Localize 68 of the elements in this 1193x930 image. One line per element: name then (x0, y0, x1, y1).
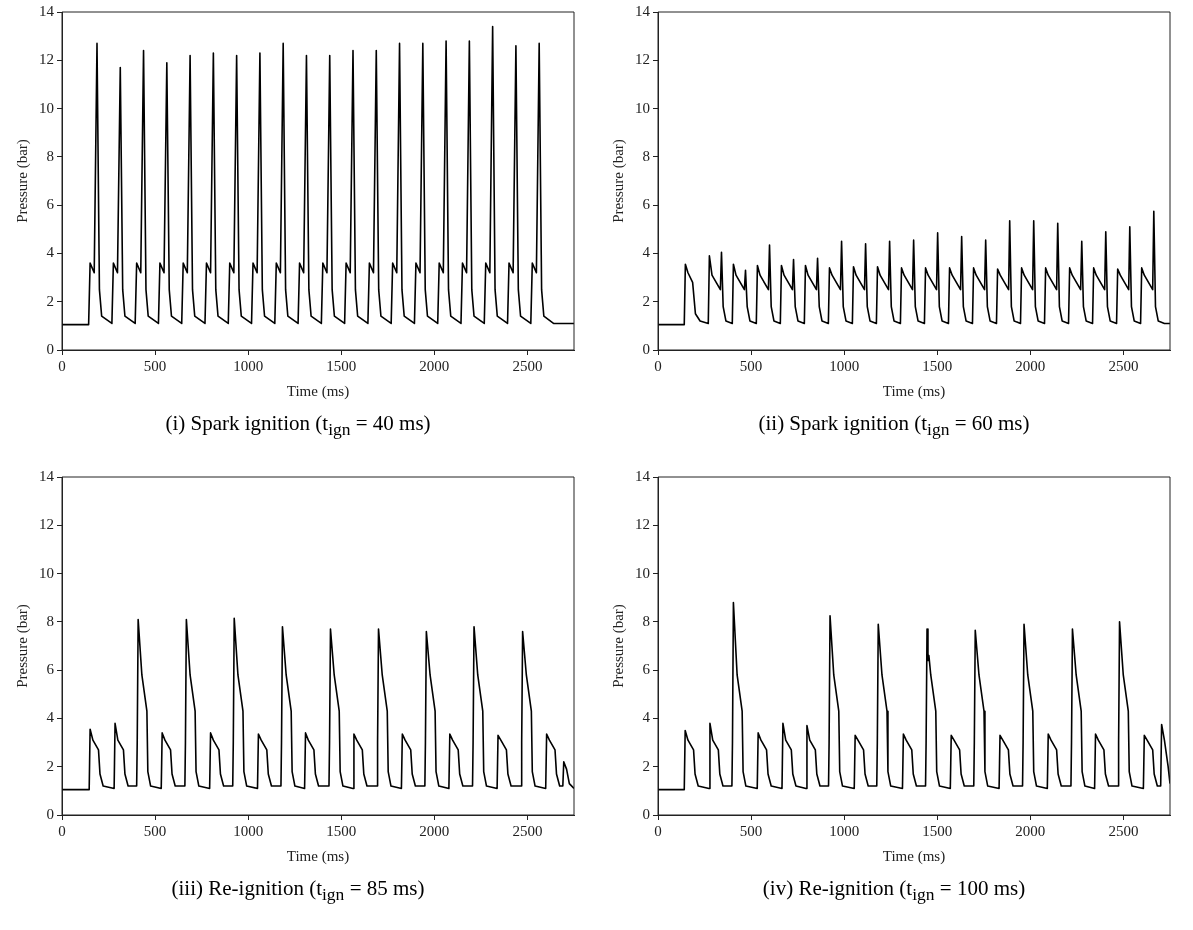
text: (iii) Re-ignition (t$_{ign}$ = 85 ms) (170, 876, 426, 906)
x-tick-label: 2000 (419, 357, 450, 374)
y-tick-label: 14 (635, 467, 651, 484)
y-tick-label: 2 (642, 292, 650, 309)
y-tick-label: 6 (642, 196, 651, 213)
x-tick-label: 0 (58, 822, 66, 839)
y-tick-label: 8 (642, 612, 650, 629)
x-tick-label: 500 (739, 822, 763, 839)
y-tick-label: 10 (39, 99, 54, 116)
y-tick-label: 12 (635, 51, 650, 68)
y-tick-label: 12 (39, 51, 54, 68)
x-tick-label: 0 (654, 357, 662, 374)
x-tick-label: 1000 (233, 822, 264, 839)
x-tick-label: 500 (143, 357, 167, 374)
x-tick-label: 1500 (922, 822, 953, 839)
y-tick-label: 0 (642, 340, 650, 357)
y-axis-title: Pressure (bar) (13, 604, 31, 688)
y-tick-label: 12 (635, 516, 650, 533)
y-tick-label: 6 (46, 661, 55, 678)
y-tick-label: 12 (39, 516, 54, 533)
x-tick-label: 0 (654, 822, 662, 839)
y-tick-label: 10 (635, 99, 650, 116)
x-axis-title: Time (ms) (882, 382, 946, 400)
y-tick-label: 6 (46, 196, 55, 213)
text: (i) Spark ignition (t$_{ign}$ = 40 ms) (164, 411, 432, 441)
y-tick-label: 0 (642, 805, 650, 822)
text: (iv) Re-ignition (t$_{ign}$ = 100 ms) (761, 876, 1027, 906)
x-tick-label: 500 (143, 822, 167, 839)
x-tick-label: 1500 (326, 822, 357, 839)
x-tick-label: 2500 (1108, 357, 1139, 374)
x-tick-label: 1500 (326, 357, 357, 374)
y-tick-label: 8 (642, 147, 650, 164)
y-axis-title: Pressure (bar) (609, 604, 627, 688)
y-tick-label: 8 (46, 147, 54, 164)
y-tick-label: 2 (642, 757, 650, 774)
y-tick-label: 10 (635, 564, 650, 581)
y-axis-title: Pressure (bar) (13, 139, 31, 223)
y-tick-label: 2 (46, 292, 54, 309)
y-tick-label: 14 (39, 467, 55, 484)
y-tick-label: 10 (39, 564, 54, 581)
x-tick-label: 2000 (1015, 822, 1046, 839)
y-tick-label: 0 (46, 340, 54, 357)
y-tick-label: 4 (46, 244, 55, 261)
x-tick-label: 2500 (512, 357, 543, 374)
x-tick-label: 2500 (512, 822, 543, 839)
x-tick-label: 1000 (829, 357, 860, 374)
y-tick-label: 4 (642, 244, 651, 261)
y-tick-label: 0 (46, 805, 54, 822)
x-axis-title: Time (ms) (286, 847, 350, 865)
x-tick-label: 1500 (922, 357, 953, 374)
y-tick-label: 14 (635, 2, 651, 19)
x-tick-label: 1000 (233, 357, 264, 374)
x-axis-title: Time (ms) (882, 847, 946, 865)
x-tick-label: 0 (58, 357, 66, 374)
x-tick-label: 500 (739, 357, 763, 374)
x-axis-title: Time (ms) (286, 382, 350, 400)
text: (ii) Spark ignition (t$_{ign}$ = 60 ms) (757, 411, 1031, 441)
x-tick-label: 1000 (829, 822, 860, 839)
y-tick-label: 4 (642, 709, 651, 726)
y-tick-label: 14 (39, 2, 55, 19)
y-tick-label: 4 (46, 709, 55, 726)
y-tick-label: 8 (46, 612, 54, 629)
x-tick-label: 2500 (1108, 822, 1139, 839)
x-tick-label: 2000 (419, 822, 450, 839)
x-tick-label: 2000 (1015, 357, 1046, 374)
y-tick-label: 6 (642, 661, 651, 678)
y-axis-title: Pressure (bar) (609, 139, 627, 223)
y-tick-label: 2 (46, 757, 54, 774)
